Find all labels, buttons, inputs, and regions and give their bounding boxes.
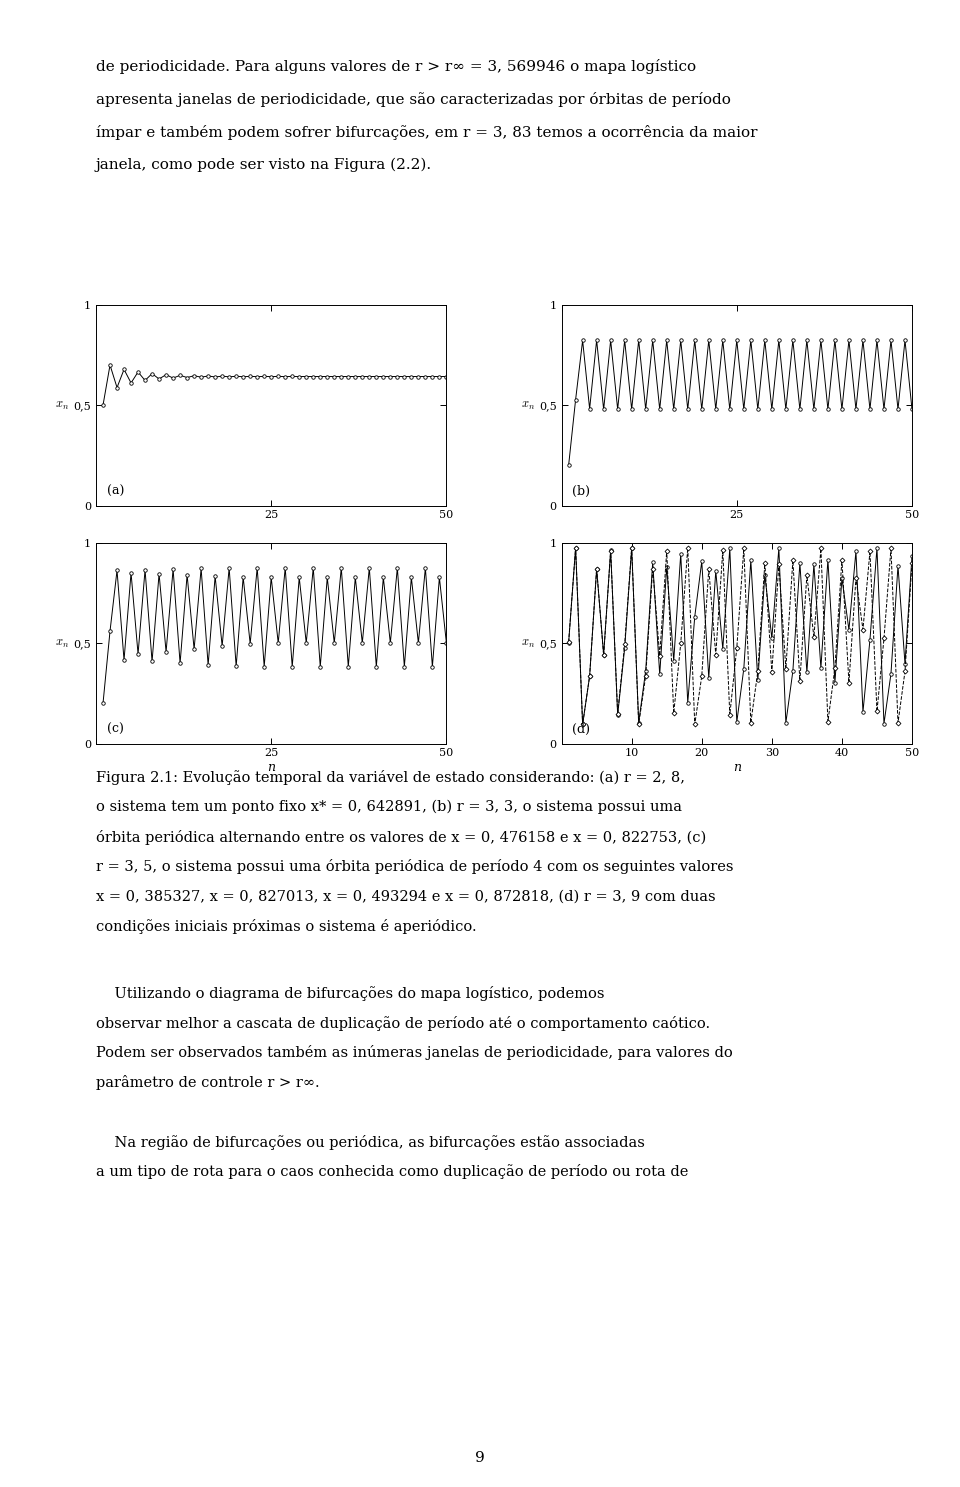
Text: condições iniciais próximas o sistema é aperiódico.: condições iniciais próximas o sistema é …	[96, 919, 476, 934]
Text: a um tipo de rota para o caos conhecida como duplicação de período ou rota de: a um tipo de rota para o caos conhecida …	[96, 1164, 688, 1179]
Text: (a): (a)	[107, 485, 124, 498]
X-axis label: n: n	[732, 761, 741, 775]
Text: parâmetro de controle r > r∞.: parâmetro de controle r > r∞.	[96, 1075, 320, 1090]
Y-axis label: $x_n$: $x_n$	[520, 399, 535, 412]
Y-axis label: $x_n$: $x_n$	[55, 636, 69, 650]
Text: Na região de bifurcações ou periódica, as bifurcações estão associadas: Na região de bifurcações ou periódica, a…	[96, 1135, 645, 1149]
Text: apresenta janelas de periodicidade, que são caracterizadas por órbitas de períod: apresenta janelas de periodicidade, que …	[96, 92, 731, 107]
Text: de periodicidade. Para alguns valores de r > r∞ = 3, 569946 o mapa logístico: de periodicidade. Para alguns valores de…	[96, 59, 696, 74]
Y-axis label: $x_n$: $x_n$	[520, 636, 535, 650]
Text: Podem ser observados também as inúmeras janelas de periodicidade, para valores d: Podem ser observados também as inúmeras …	[96, 1045, 732, 1060]
Text: Figura 2.1: Evolução temporal da variável de estado considerando: (a) r = 2, 8,: Figura 2.1: Evolução temporal da variáve…	[96, 770, 685, 785]
Text: órbita periódica alternando entre os valores de x = 0, 476158 e x = 0, 822753, (: órbita periódica alternando entre os val…	[96, 830, 707, 845]
Text: observar melhor a cascata de duplicação de período até o comportamento caótico.: observar melhor a cascata de duplicação …	[96, 1016, 710, 1030]
Text: Utilizando o diagrama de bifurcações do mapa logístico, podemos: Utilizando o diagrama de bifurcações do …	[96, 986, 605, 1001]
Text: janela, como pode ser visto na Figura (2.2).: janela, como pode ser visto na Figura (2…	[96, 158, 432, 172]
Text: o sistema tem um ponto fixo x* = 0, 642891, (b) r = 3, 3, o sistema possui uma: o sistema tem um ponto fixo x* = 0, 6428…	[96, 800, 682, 815]
Text: ímpar e também podem sofrer bifurcações, em r = 3, 83 temos a ocorrência da maio: ímpar e também podem sofrer bifurcações,…	[96, 125, 757, 140]
Text: (c): (c)	[107, 723, 124, 736]
Text: (b): (b)	[572, 485, 590, 498]
Text: 9: 9	[475, 1451, 485, 1465]
X-axis label: n: n	[267, 761, 276, 775]
Text: x = 0, 385327, x = 0, 827013, x = 0, 493294 e x = 0, 872818, (d) r = 3, 9 com du: x = 0, 385327, x = 0, 827013, x = 0, 493…	[96, 889, 715, 903]
Y-axis label: $x_n$: $x_n$	[55, 399, 69, 412]
Text: (d): (d)	[572, 723, 590, 736]
Text: r = 3, 5, o sistema possui uma órbita periódica de período 4 com os seguintes va: r = 3, 5, o sistema possui uma órbita pe…	[96, 859, 733, 874]
